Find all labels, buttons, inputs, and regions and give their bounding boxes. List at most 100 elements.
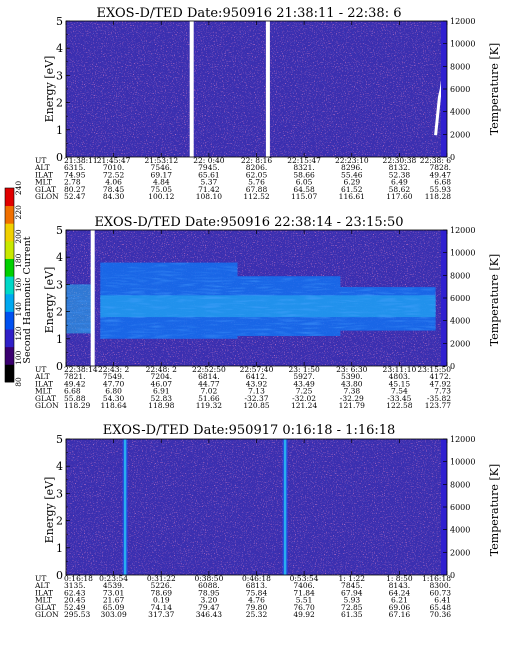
ephemeris-cell: 22: 0:40 xyxy=(193,156,225,165)
energy-tick-label-4: 4 xyxy=(56,460,63,473)
ephemeris-label-ut: UT xyxy=(35,156,46,165)
ephemeris-cell: 51.66 xyxy=(198,394,220,403)
panel-2-plot: 0 1 2 3 4 5 0 2000 4000 6000 8000 10000 12000 xyxy=(56,224,475,373)
colorbar-tick-100: 100 xyxy=(14,350,23,365)
ephemeris-cell: 73.01 xyxy=(103,588,124,597)
ephemeris-cell: 64.58 xyxy=(293,185,315,194)
ephemeris-cell: 25.32 xyxy=(246,610,268,619)
data-gap-1 xyxy=(265,21,270,157)
temperature-tick-label-8000: 8000 xyxy=(450,271,470,280)
temperature-tick-label-10000: 10000 xyxy=(450,249,475,258)
panel-3-y2label: Temperature [K] xyxy=(488,464,501,556)
ephemeris-cell: 8300. xyxy=(430,581,451,590)
colorbar-tick-200: 200 xyxy=(14,229,23,244)
ephemeris-label-glat: GLAT xyxy=(35,603,56,612)
ephemeris-cell: 52.38 xyxy=(389,170,411,179)
ephemeris-label-alt: ALT xyxy=(34,372,50,381)
ephemeris-cell: 4539. xyxy=(103,581,124,590)
ephemeris-cell: 84.30 xyxy=(103,192,125,201)
ephemeris-cell: 7828. xyxy=(430,163,451,172)
ephemeris-cell: 7546. xyxy=(151,163,172,172)
ephemeris-cell: 75.84 xyxy=(246,588,268,597)
ephemeris-cell: 7.73 xyxy=(434,387,451,396)
ephemeris-cell: -35.82 xyxy=(427,394,451,403)
ephemeris-cell: 1:16:18 xyxy=(422,574,451,583)
energy-tick-label-4: 4 xyxy=(56,42,63,55)
temperature-tick-label-6000: 6000 xyxy=(450,294,470,303)
ephemeris-cell: 0:38:50 xyxy=(194,574,223,583)
ephemeris-cell: 22:57:40 xyxy=(240,365,274,374)
ephemeris-label-ut: UT xyxy=(35,365,46,374)
ephemeris-label-alt: ALT xyxy=(34,163,50,172)
ephemeris-cell: 119.32 xyxy=(196,401,222,410)
ephemeris-cell: 6.05 xyxy=(296,178,313,187)
flux-band-texture-0 xyxy=(66,284,93,334)
ephemeris-cell: 52.83 xyxy=(151,394,173,403)
ephemeris-cell: 79.47 xyxy=(198,603,220,612)
ephemeris-label-glon: GLON xyxy=(35,401,59,410)
ephemeris-cell: 4.84 xyxy=(153,178,170,187)
ephemeris-cell: 8296. xyxy=(341,163,362,172)
ephemeris-cell: 6.41 xyxy=(434,596,451,605)
temperature-tick-label-0: 0 xyxy=(450,362,455,371)
field-speckle-blue xyxy=(66,439,447,575)
colorbar-tick-140: 140 xyxy=(14,302,23,317)
ephemeris-cell: 6.80 xyxy=(105,387,122,396)
panel-2-table: UTALTILATMLTGLATGLON22:38:147821.49.426.… xyxy=(34,365,451,410)
ephemeris-cell: 118.98 xyxy=(148,401,174,410)
energy-tick-label-5: 5 xyxy=(56,433,63,446)
temperature-tick-label-12000: 12000 xyxy=(450,435,475,444)
panel-2: EXOS-D/TED Date:950916 22:38:14 - 23:15:… xyxy=(34,215,501,410)
ephemeris-cell: 118.28 xyxy=(425,192,451,201)
ephemeris-cell: 295.53 xyxy=(64,610,90,619)
ephemeris-cell: 22:23:10 xyxy=(335,156,369,165)
panel-3-plot: 0 1 2 3 4 5 0 2000 4000 6000 8000 10000 12000 xyxy=(56,433,475,582)
ephemeris-label-ilat: ILAT xyxy=(35,170,53,179)
ephemeris-cell: 7945. xyxy=(198,163,219,172)
colorbar-swatch-0 xyxy=(5,364,14,383)
ephemeris-cell: 7.54 xyxy=(391,387,408,396)
ephemeris-cell: 62.05 xyxy=(246,170,268,179)
panel-3-field xyxy=(66,439,447,575)
ephemeris-cell: 7.13 xyxy=(248,387,265,396)
ephemeris-cell: 8143. xyxy=(389,581,410,590)
ephemeris-cell: 6.21 xyxy=(391,596,408,605)
data-gap-0 xyxy=(90,230,95,366)
ephemeris-cell: 43.92 xyxy=(246,379,268,388)
ephemeris-cell: 22:30:38 xyxy=(383,156,417,165)
ephemeris-cell: 7.02 xyxy=(201,387,218,396)
colorbar-swatch-1 xyxy=(5,346,14,365)
ephemeris-cell: 71.84 xyxy=(293,588,315,597)
energy-tick-label-3: 3 xyxy=(56,487,63,500)
ephemeris-cell: 78.45 xyxy=(103,185,125,194)
ephemeris-cell: 22:43: 2 xyxy=(98,365,130,374)
temperature-tick-label-2000: 2000 xyxy=(450,339,470,348)
temperature-tick-label-8000: 8000 xyxy=(450,62,470,71)
ephemeris-cell: 317.37 xyxy=(148,610,174,619)
energy-tick-label-2: 2 xyxy=(56,97,63,110)
energy-tick-label-2: 2 xyxy=(56,515,63,528)
ephemeris-cell: 116.61 xyxy=(339,192,365,201)
ephemeris-cell: 23: 1:50 xyxy=(288,365,320,374)
ephemeris-cell: 69.17 xyxy=(151,170,173,179)
colorbar-label: Second Harmonic Current xyxy=(22,236,33,363)
ephemeris-cell: 74.14 xyxy=(151,603,173,612)
ephemeris-cell: 47.92 xyxy=(430,379,452,388)
ephemeris-cell: 7549. xyxy=(103,372,124,381)
ephemeris-cell: 0:53:54 xyxy=(290,574,319,583)
ephemeris-cell: 22:38:14 xyxy=(64,365,98,374)
ephemeris-cell: 5226. xyxy=(151,581,172,590)
panel-2-ylabel: Energy [eV] xyxy=(43,267,56,334)
ephemeris-cell: 7010. xyxy=(103,163,124,172)
ephemeris-label-glat: GLAT xyxy=(35,185,56,194)
colorbar-swatch-7 xyxy=(5,240,14,259)
ephemeris-cell: 8132. xyxy=(389,163,410,172)
field-speckle-blue xyxy=(66,21,447,157)
ephemeris-cell: 6.29 xyxy=(343,178,360,187)
ephemeris-cell: 0:46:18 xyxy=(242,574,271,583)
ephemeris-cell: 43.49 xyxy=(293,379,315,388)
temperature-tick-label-4000: 4000 xyxy=(450,526,470,535)
streak-inner-1 xyxy=(283,439,287,575)
ephemeris-cell: 58.62 xyxy=(389,185,411,194)
ephemeris-cell: 121.24 xyxy=(291,401,317,410)
